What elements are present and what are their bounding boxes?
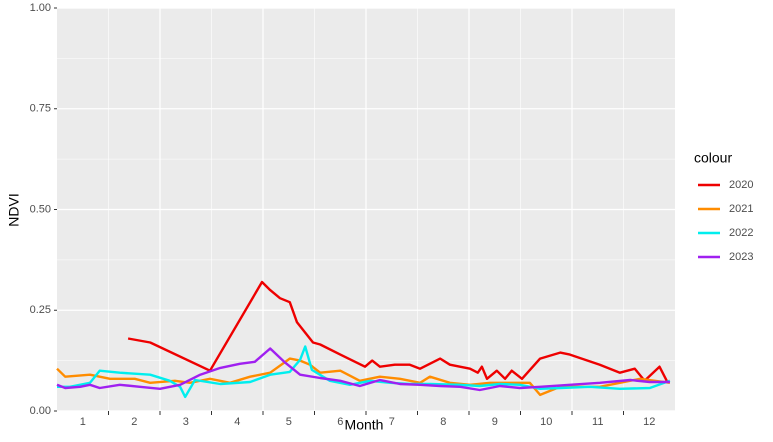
x-tick-label: 4 (234, 416, 240, 428)
y-tick-label: 0.75 (30, 103, 51, 115)
legend-label: 2020 (729, 179, 753, 191)
x-axis-title: Month (345, 417, 384, 433)
legend-label: 2023 (729, 251, 753, 263)
x-tick-label: 8 (440, 416, 446, 428)
series-line (127, 280, 669, 384)
y-tick-label: 0.00 (30, 405, 51, 417)
y-tick-label: 0.50 (30, 203, 51, 215)
legend-title: colour (694, 150, 732, 166)
x-tick-label: 11 (592, 416, 603, 428)
x-tick-label: 10 (540, 416, 552, 428)
legend-label: 2022 (729, 227, 753, 239)
y-axis-title: NDVI (6, 193, 22, 226)
x-tick-label: 3 (183, 416, 189, 428)
x-tick-label: 6 (337, 416, 343, 428)
x-tick-label: 9 (492, 416, 498, 428)
x-tick-label: 7 (389, 416, 395, 428)
series-line (56, 347, 670, 392)
y-tick-label: 0.25 (30, 304, 51, 316)
x-tick-label: 2 (131, 416, 137, 428)
x-tick-label: 1 (80, 416, 86, 428)
x-tick-label: 5 (286, 416, 292, 428)
y-tick-label: 1.00 (30, 2, 51, 14)
series-line (56, 357, 671, 397)
x-tick-label: 12 (643, 416, 655, 428)
legend-label: 2021 (729, 203, 753, 215)
